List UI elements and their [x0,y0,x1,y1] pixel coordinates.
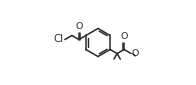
Text: O: O [75,22,83,31]
Text: O: O [132,49,139,58]
Text: Cl: Cl [54,34,64,44]
Text: O: O [121,32,128,41]
